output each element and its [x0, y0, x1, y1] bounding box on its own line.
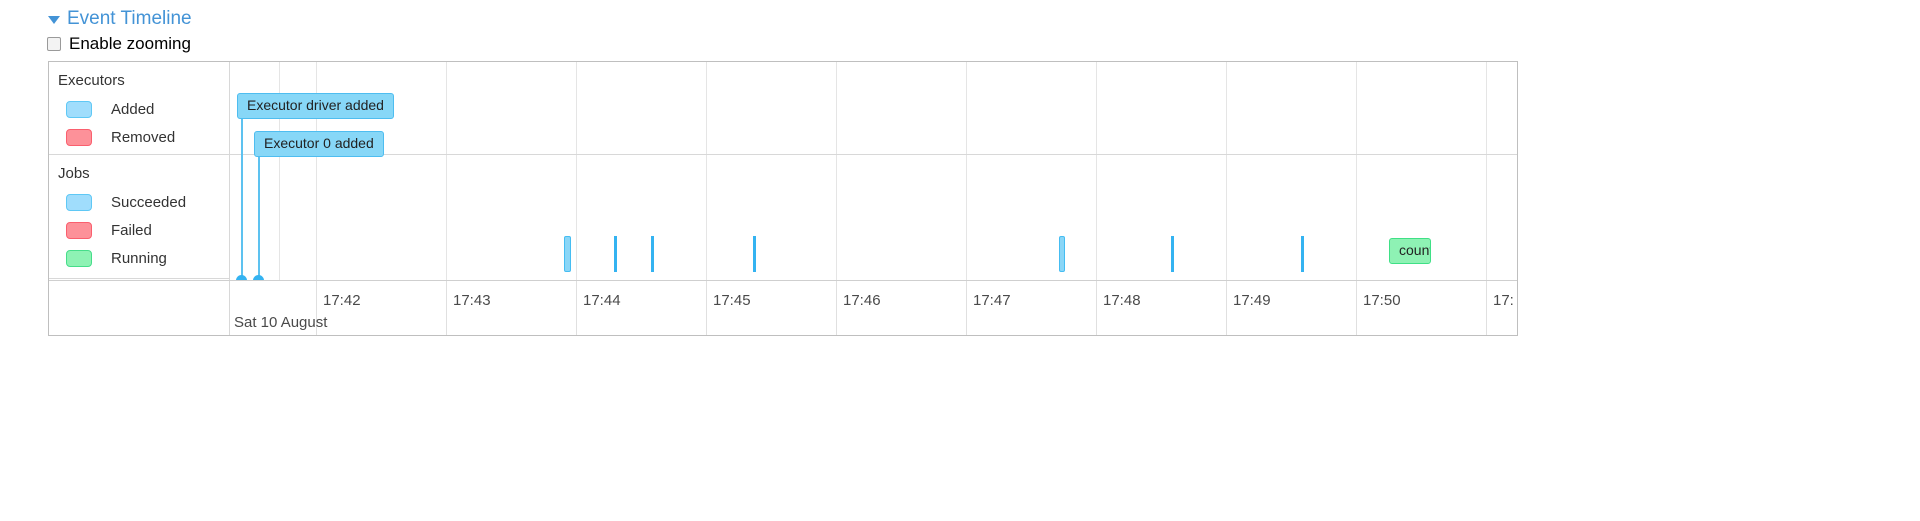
timeline-event-label: Executor 0 added	[264, 135, 374, 151]
timeline-job-marker[interactable]	[564, 236, 571, 272]
row-separator	[230, 154, 1517, 155]
timeline-axis: 17:42 17:43 17:44 17:45 17:46 17:47 17:48 17:49…	[49, 280, 1517, 335]
axis-tick	[316, 281, 317, 335]
axis-tick	[1096, 281, 1097, 335]
legend-item-succeeded: Succeeded	[58, 188, 229, 216]
caret-down-icon	[48, 16, 60, 24]
legend-label: Failed	[111, 221, 152, 239]
timeline-job-marker[interactable]	[614, 236, 617, 272]
legend-group-title: Executors	[58, 72, 125, 89]
axis-major-label: Sat 10 August	[234, 314, 328, 331]
legend-swatch-succeeded	[66, 193, 92, 211]
axis-tick-label: 17:49	[1233, 292, 1271, 309]
legend-item-added: Added	[58, 95, 229, 123]
axis-tick	[1486, 281, 1487, 335]
axis-tick	[1226, 281, 1227, 335]
gridline-vertical	[576, 62, 577, 335]
legend-label: Succeeded	[111, 193, 187, 211]
timeline-job-marker[interactable]	[1301, 236, 1304, 272]
gridline-vertical	[316, 62, 317, 335]
timeline-job-marker[interactable]	[651, 236, 654, 272]
axis-tick	[446, 281, 447, 335]
enable-zooming-row[interactable]: Enable zooming	[47, 34, 191, 54]
axis-tick-label: 17:	[1493, 292, 1514, 309]
legend-item-failed: Failed	[58, 216, 229, 244]
axis-left-pad	[49, 281, 230, 335]
axis-tick	[706, 281, 707, 335]
checkbox-unchecked-icon[interactable]	[47, 37, 61, 51]
timeline-event-executor-added[interactable]: Executor driver added	[237, 93, 394, 119]
timeline-event-stem	[258, 148, 260, 280]
timeline-frame: Executors Added Removed Jobs Succeeded	[48, 61, 1518, 336]
axis-tick	[836, 281, 837, 335]
axis-tick-label: 17:47	[973, 292, 1011, 309]
legend-label: Added	[111, 100, 155, 118]
legend-group-executors: Executors Added Removed	[49, 62, 229, 155]
event-timeline-toggle[interactable]: Event Timeline	[48, 8, 192, 30]
enable-zooming-label: Enable zooming	[69, 34, 191, 53]
gridline-vertical	[279, 62, 280, 335]
axis-tick-label: 17:44	[583, 292, 621, 309]
timeline-event-running-job[interactable]: count	[1389, 238, 1431, 264]
timeline-event-label: Executor driver added	[247, 97, 384, 113]
gridline-vertical	[1226, 62, 1227, 335]
legend-item-removed: Removed	[58, 123, 229, 151]
gridline-vertical	[1096, 62, 1097, 335]
gridline-vertical	[706, 62, 707, 335]
gridline-vertical	[836, 62, 837, 335]
legend-swatch-running	[66, 249, 92, 267]
legend-group-title: Jobs	[58, 165, 90, 182]
gridline-vertical	[966, 62, 967, 335]
gridline-vertical	[1356, 62, 1357, 335]
axis-tick-label: 17:45	[713, 292, 751, 309]
timeline-event-stem	[241, 110, 243, 280]
legend-swatch-added	[66, 100, 92, 118]
legend-swatch-failed	[66, 221, 92, 239]
timeline-canvas[interactable]: Executor driver added Executor 0 added co…	[230, 62, 1517, 335]
legend-label: Removed	[111, 128, 176, 146]
axis-tick-label: 17:46	[843, 292, 881, 309]
legend-group-jobs: Jobs Succeeded Failed Running	[49, 155, 229, 279]
axis-tick	[966, 281, 967, 335]
legend-item-running: Running	[58, 244, 229, 272]
gridline-vertical	[1486, 62, 1487, 335]
axis-tick-label: 17:48	[1103, 292, 1141, 309]
legend-swatch-removed	[66, 128, 92, 146]
gridline-vertical	[446, 62, 447, 335]
timeline-job-marker[interactable]	[1059, 236, 1065, 272]
axis-tick-label: 17:42	[323, 292, 361, 309]
axis-tick-label: 17:50	[1363, 292, 1401, 309]
axis-tick-label: 17:43	[453, 292, 491, 309]
timeline-job-marker[interactable]	[753, 236, 756, 272]
page-title: Event Timeline	[67, 8, 192, 29]
timeline-event-executor-added[interactable]: Executor 0 added	[254, 131, 384, 157]
timeline-event-label: count	[1399, 242, 1431, 258]
timeline-job-marker[interactable]	[1171, 236, 1174, 272]
legend-label: Running	[111, 249, 167, 267]
axis-tick	[576, 281, 577, 335]
axis-tick	[1356, 281, 1357, 335]
